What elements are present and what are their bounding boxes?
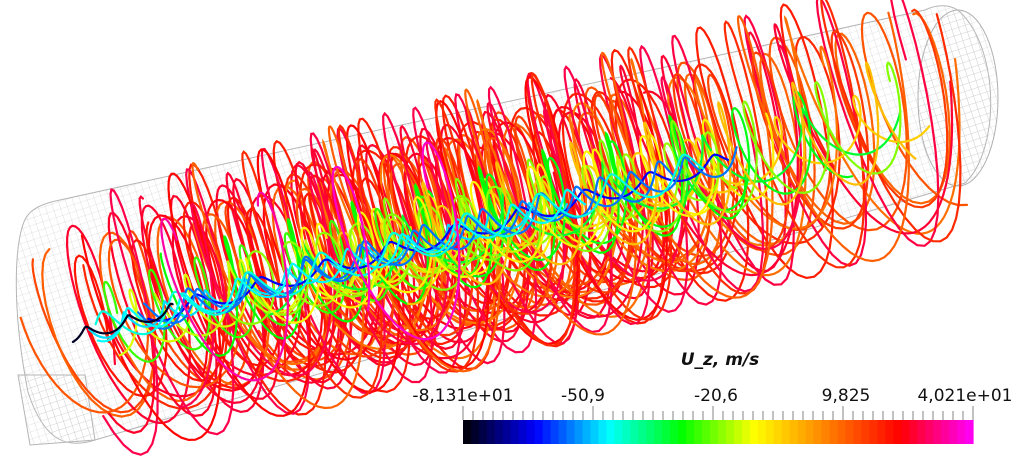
colorbar-swatch	[917, 420, 926, 444]
colorbar-swatch	[590, 420, 600, 444]
colorbar-swatch	[869, 420, 878, 444]
streamline	[219, 185, 514, 326]
streamline	[322, 15, 961, 360]
colorbar-swatch	[901, 420, 910, 444]
colorbar-ticks	[462, 406, 974, 420]
colorbar-swatch	[877, 420, 886, 444]
colorbar-swatch	[965, 420, 974, 444]
streamline	[160, 191, 289, 382]
colorbar-swatch	[526, 420, 536, 444]
pipe-base-block	[17, 374, 96, 446]
streamline	[406, 61, 917, 306]
colorbar-swatch	[478, 420, 488, 444]
colorbar-label-min: -8,131e+01	[412, 386, 514, 406]
colorbar-swatch	[534, 420, 544, 444]
streamline	[331, 141, 461, 341]
streamlines	[19, 0, 969, 456]
colorbar-swatch	[909, 420, 918, 444]
colorbar-swatch	[805, 420, 815, 444]
colorbar-swatch	[949, 420, 958, 444]
colorbar-swatch	[702, 420, 711, 444]
colorbar-swatch	[510, 420, 520, 444]
colorbar-swatch	[542, 420, 552, 444]
colorbar-swatch	[718, 420, 727, 444]
colorbar-swatches	[463, 420, 974, 444]
colorbar-swatch	[845, 420, 855, 444]
colorbar-swatch	[550, 420, 560, 444]
colorbar-label-max: 4,021e+01	[917, 386, 1013, 406]
streamline	[191, 11, 911, 410]
colorbar-swatch	[646, 420, 655, 444]
colorbar-swatch	[741, 420, 751, 444]
colorbar-swatch	[638, 420, 647, 444]
colorbar-swatch	[566, 420, 576, 444]
colorbar-title: U_z, m/s	[680, 350, 760, 370]
colorbar-swatch	[678, 420, 687, 444]
colorbar-swatch	[558, 420, 568, 444]
streamline	[71, 302, 174, 344]
streamline	[102, 44, 765, 456]
colorbar-swatch	[757, 420, 767, 444]
colorbar-swatch	[797, 420, 807, 444]
colorbar-swatch	[725, 420, 735, 444]
colorbar-swatch	[853, 420, 863, 444]
colorbar-swatch	[749, 420, 759, 444]
streamline	[142, 146, 738, 325]
colorbar-swatch	[861, 420, 871, 444]
colorbar-swatch	[662, 420, 671, 444]
colorbar-swatch	[518, 420, 528, 444]
colorbar-swatch	[694, 420, 703, 444]
colorbar-swatch	[933, 420, 942, 444]
colorbar-swatch	[494, 420, 504, 444]
colorbar-swatch	[893, 420, 902, 444]
streamline	[159, 114, 747, 357]
colorbar-swatch	[470, 420, 480, 444]
colorbar-swatch	[829, 420, 839, 444]
streamline	[382, 61, 902, 291]
colorbar-swatch	[670, 420, 679, 444]
colorbar-swatch	[710, 420, 719, 444]
colorbar-label-3: -20,6	[694, 386, 738, 406]
colorbar-swatch	[765, 420, 775, 444]
colorbar-swatch	[733, 420, 743, 444]
colorbar-swatch	[622, 420, 631, 444]
streamline	[241, 0, 962, 399]
colorbar-swatch	[781, 420, 791, 444]
colorbar-swatch	[686, 420, 695, 444]
colorbar-swatch	[606, 420, 616, 444]
colorbar-swatch	[630, 420, 639, 444]
colorbar-swatch	[821, 420, 831, 444]
colorbar-swatch	[813, 420, 823, 444]
colorbar-swatch	[837, 420, 847, 444]
colorbar-swatch	[574, 420, 584, 444]
colorbar-swatch	[925, 420, 934, 444]
colorbar-swatch	[773, 420, 783, 444]
colorbar-swatch	[654, 420, 663, 444]
colorbar-swatch	[463, 420, 472, 444]
colorbar-swatch	[614, 420, 623, 444]
colorbar-swatch	[941, 420, 950, 444]
colorbar	[462, 406, 974, 444]
colorbar-label-2: -50,9	[561, 386, 605, 406]
streamline	[147, 153, 729, 322]
colorbar-swatch	[598, 420, 608, 444]
streamline	[94, 153, 705, 336]
colorbar-swatch	[502, 420, 512, 444]
colorbar-swatch	[582, 420, 592, 444]
streamline	[244, 134, 716, 324]
colorbar-swatch	[885, 420, 894, 444]
colorbar-swatch	[486, 420, 496, 444]
colorbar-label-4: 9,825	[821, 386, 871, 406]
colorbar-swatch	[957, 420, 966, 444]
streamline	[315, 112, 775, 305]
colorbar-swatch	[789, 420, 799, 444]
streamline	[88, 202, 568, 339]
